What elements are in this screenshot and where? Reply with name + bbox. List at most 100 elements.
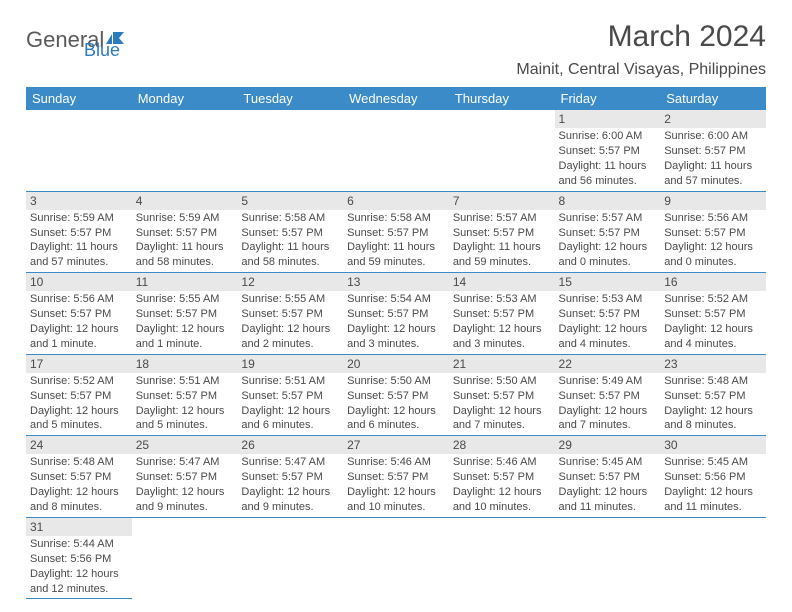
col-header: Monday — [132, 87, 238, 110]
day-details: Sunrise: 5:46 AMSunset: 5:57 PMDaylight:… — [343, 454, 449, 516]
day-details: Sunrise: 5:57 AMSunset: 5:57 PMDaylight:… — [449, 210, 555, 272]
day-number: 7 — [449, 192, 555, 210]
calendar-cell — [343, 517, 449, 599]
day-number: 22 — [555, 355, 661, 373]
day-details: Sunrise: 5:50 AMSunset: 5:57 PMDaylight:… — [343, 373, 449, 435]
daylight-text: Daylight: 12 hours — [241, 485, 339, 500]
day-number: 1 — [555, 110, 661, 128]
day-details: Sunrise: 5:52 AMSunset: 5:57 PMDaylight:… — [660, 291, 766, 353]
day-number: 15 — [555, 273, 661, 291]
daylight-text: Daylight: 12 hours — [559, 240, 657, 255]
calendar-cell: 27Sunrise: 5:46 AMSunset: 5:57 PMDayligh… — [343, 436, 449, 518]
col-header: Thursday — [449, 87, 555, 110]
calendar-cell: 13Sunrise: 5:54 AMSunset: 5:57 PMDayligh… — [343, 273, 449, 355]
daylight-text: and 3 minutes. — [453, 337, 551, 352]
day-details: Sunrise: 5:54 AMSunset: 5:57 PMDaylight:… — [343, 291, 449, 353]
calendar-cell: 12Sunrise: 5:55 AMSunset: 5:57 PMDayligh… — [237, 273, 343, 355]
sunrise-text: Sunrise: 5:51 AM — [136, 374, 234, 389]
day-number: 8 — [555, 192, 661, 210]
calendar-cell: 8Sunrise: 5:57 AMSunset: 5:57 PMDaylight… — [555, 191, 661, 273]
daylight-text: and 11 minutes. — [559, 500, 657, 515]
calendar-week-row: 31Sunrise: 5:44 AMSunset: 5:56 PMDayligh… — [26, 517, 766, 599]
day-number: 11 — [132, 273, 238, 291]
sunrise-text: Sunrise: 5:59 AM — [30, 211, 128, 226]
daylight-text: Daylight: 12 hours — [30, 404, 128, 419]
daylight-text: Daylight: 12 hours — [136, 485, 234, 500]
day-details: Sunrise: 5:57 AMSunset: 5:57 PMDaylight:… — [555, 210, 661, 272]
sunset-text: Sunset: 5:57 PM — [136, 226, 234, 241]
sunrise-text: Sunrise: 5:58 AM — [347, 211, 445, 226]
sunrise-text: Sunrise: 5:50 AM — [347, 374, 445, 389]
day-details: Sunrise: 5:50 AMSunset: 5:57 PMDaylight:… — [449, 373, 555, 435]
col-header: Wednesday — [343, 87, 449, 110]
sunrise-text: Sunrise: 5:46 AM — [453, 455, 551, 470]
daylight-text: and 1 minute. — [30, 337, 128, 352]
day-number: 3 — [26, 192, 132, 210]
calendar-cell: 25Sunrise: 5:47 AMSunset: 5:57 PMDayligh… — [132, 436, 238, 518]
sunset-text: Sunset: 5:57 PM — [241, 226, 339, 241]
sunset-text: Sunset: 5:57 PM — [664, 226, 762, 241]
calendar-week-row: 17Sunrise: 5:52 AMSunset: 5:57 PMDayligh… — [26, 354, 766, 436]
sunset-text: Sunset: 5:57 PM — [136, 389, 234, 404]
sunrise-text: Sunrise: 5:56 AM — [30, 292, 128, 307]
calendar-cell: 15Sunrise: 5:53 AMSunset: 5:57 PMDayligh… — [555, 273, 661, 355]
sunset-text: Sunset: 5:57 PM — [241, 470, 339, 485]
calendar-cell: 31Sunrise: 5:44 AMSunset: 5:56 PMDayligh… — [26, 517, 132, 599]
calendar-cell: 24Sunrise: 5:48 AMSunset: 5:57 PMDayligh… — [26, 436, 132, 518]
day-details: Sunrise: 5:59 AMSunset: 5:57 PMDaylight:… — [26, 210, 132, 272]
sunrise-text: Sunrise: 5:56 AM — [664, 211, 762, 226]
calendar-week-row: 1Sunrise: 6:00 AMSunset: 5:57 PMDaylight… — [26, 110, 766, 191]
calendar-header-row: Sunday Monday Tuesday Wednesday Thursday… — [26, 87, 766, 110]
calendar-table: Sunday Monday Tuesday Wednesday Thursday… — [26, 87, 766, 599]
day-number: 16 — [660, 273, 766, 291]
calendar-cell — [132, 110, 238, 191]
day-number: 5 — [237, 192, 343, 210]
daylight-text: and 56 minutes. — [559, 174, 657, 189]
calendar-cell: 9Sunrise: 5:56 AMSunset: 5:57 PMDaylight… — [660, 191, 766, 273]
daylight-text: and 0 minutes. — [664, 255, 762, 270]
calendar-cell: 28Sunrise: 5:46 AMSunset: 5:57 PMDayligh… — [449, 436, 555, 518]
sunset-text: Sunset: 5:57 PM — [241, 389, 339, 404]
sunrise-text: Sunrise: 5:58 AM — [241, 211, 339, 226]
daylight-text: Daylight: 12 hours — [664, 404, 762, 419]
sunset-text: Sunset: 5:57 PM — [664, 307, 762, 322]
sunset-text: Sunset: 5:57 PM — [559, 470, 657, 485]
daylight-text: Daylight: 12 hours — [559, 322, 657, 337]
sunrise-text: Sunrise: 5:49 AM — [559, 374, 657, 389]
daylight-text: and 2 minutes. — [241, 337, 339, 352]
daylight-text: and 1 minute. — [136, 337, 234, 352]
day-number: 21 — [449, 355, 555, 373]
daylight-text: Daylight: 11 hours — [347, 240, 445, 255]
daylight-text: and 59 minutes. — [453, 255, 551, 270]
daylight-text: and 5 minutes. — [136, 418, 234, 433]
calendar-cell — [132, 517, 238, 599]
sunrise-text: Sunrise: 5:51 AM — [241, 374, 339, 389]
calendar-cell: 10Sunrise: 5:56 AMSunset: 5:57 PMDayligh… — [26, 273, 132, 355]
daylight-text: and 8 minutes. — [664, 418, 762, 433]
day-number: 24 — [26, 436, 132, 454]
col-header: Tuesday — [237, 87, 343, 110]
daylight-text: Daylight: 12 hours — [453, 485, 551, 500]
calendar-cell: 1Sunrise: 6:00 AMSunset: 5:57 PMDaylight… — [555, 110, 661, 191]
sunset-text: Sunset: 5:56 PM — [664, 470, 762, 485]
calendar-cell: 18Sunrise: 5:51 AMSunset: 5:57 PMDayligh… — [132, 354, 238, 436]
daylight-text: and 4 minutes. — [664, 337, 762, 352]
daylight-text: and 8 minutes. — [30, 500, 128, 515]
daylight-text: and 58 minutes. — [241, 255, 339, 270]
sunrise-text: Sunrise: 5:55 AM — [241, 292, 339, 307]
daylight-text: Daylight: 12 hours — [664, 485, 762, 500]
sunrise-text: Sunrise: 5:55 AM — [136, 292, 234, 307]
sunrise-text: Sunrise: 5:59 AM — [136, 211, 234, 226]
daylight-text: and 6 minutes. — [347, 418, 445, 433]
calendar-cell — [26, 110, 132, 191]
day-number: 20 — [343, 355, 449, 373]
day-number: 6 — [343, 192, 449, 210]
col-header: Sunday — [26, 87, 132, 110]
calendar-cell — [343, 110, 449, 191]
daylight-text: and 57 minutes. — [30, 255, 128, 270]
day-details: Sunrise: 6:00 AMSunset: 5:57 PMDaylight:… — [660, 128, 766, 190]
calendar-cell — [555, 517, 661, 599]
daylight-text: Daylight: 12 hours — [347, 322, 445, 337]
sunrise-text: Sunrise: 6:00 AM — [664, 129, 762, 144]
daylight-text: and 58 minutes. — [136, 255, 234, 270]
